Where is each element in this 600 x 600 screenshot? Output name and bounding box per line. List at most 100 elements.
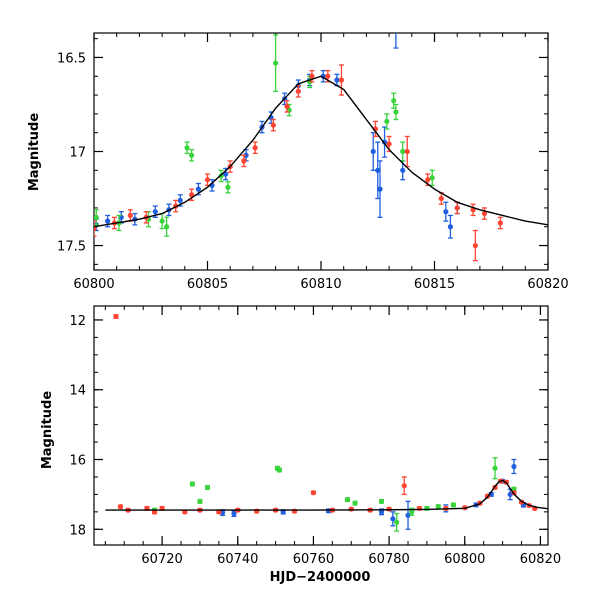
data-point [218,173,224,179]
bottom-y-axis-label: Magnitude [40,391,55,470]
data-point [310,490,317,496]
data-point [231,510,237,517]
x-tick-label: 60810 [300,277,341,292]
data-point [447,224,453,230]
series-1 [151,457,517,532]
data-point [309,73,315,79]
bottom-data-layer [105,313,548,532]
data-point [438,195,444,202]
data-point [393,17,398,22]
data-point [352,500,358,506]
data-point [400,148,406,155]
data-point [391,98,397,104]
top-plot-frame [93,32,549,271]
data-point [424,505,430,511]
data-point [295,88,301,94]
data-point [284,103,290,109]
x-tick-label: 60760 [293,552,334,567]
data-point [334,77,340,83]
data-point [401,483,407,489]
model-curve [94,75,548,228]
data-point [370,148,376,155]
data-point [425,177,431,183]
y-tick-label: 14 [69,384,86,399]
data-point [348,506,354,512]
data-point [113,313,119,320]
data-point [492,465,498,471]
data-point [225,184,231,190]
data-point [393,109,399,115]
bottom-panel-light-curve: Magnitude HJD−2400000 60720 60740 60760 607… [40,305,561,585]
top-panel-light-curve: Magnitude 60800 60805 60810 60815 60820 16.5 1… [27,17,569,292]
data-point [454,205,460,211]
y-tick-label: 17.5 [57,240,86,255]
data-point [344,497,351,503]
y-tick-label: 12 [69,314,86,329]
y-tick-label: 17 [69,146,86,161]
data-point [394,519,400,525]
top-data-layer [94,17,548,262]
data-point [291,508,298,514]
data-point [189,192,195,198]
top-y-axis-label: Magnitude [27,113,42,192]
x-tick-label: 60815 [414,277,455,292]
data-point [378,509,385,515]
data-point [377,186,383,192]
data-point [252,145,258,151]
series-1 [94,34,435,237]
y-tick-label: 16.5 [57,51,86,66]
data-point [184,145,190,151]
x-tick-label: 60820 [527,277,568,292]
data-point [152,209,158,215]
series-0 [94,17,460,239]
data-point [325,73,331,79]
x-tick-label: 60720 [141,552,182,567]
data-point [400,167,406,173]
data-point [127,212,133,219]
data-point [270,122,276,128]
data-point [254,508,260,514]
data-point [177,197,183,204]
data-point [189,152,195,158]
data-point [384,118,390,125]
data-point [429,175,435,181]
data-point [375,167,381,173]
x-tick-label: 60800 [444,552,485,567]
bottom-plot-frame [93,305,549,546]
series-0 [220,458,527,530]
data-point [405,512,411,518]
data-point [195,186,202,192]
data-point [409,509,415,515]
y-tick-label: 18 [69,523,86,538]
x-tick-label: 60820 [520,552,561,567]
data-point [159,218,165,224]
data-point [94,214,99,220]
data-point [338,77,345,83]
data-point [443,209,449,215]
data-point [105,218,111,224]
data-point [189,481,195,487]
data-point [386,141,392,147]
model-curve [105,479,548,511]
data-point [390,516,396,522]
data-point [511,463,517,470]
x-tick-label: 60780 [368,552,409,567]
data-point [204,484,211,491]
data-point [497,220,503,226]
data-point [276,467,282,473]
data-point [481,210,488,217]
data-point [273,60,279,66]
data-point [378,498,385,504]
data-point [450,502,457,508]
x-tick-label: 60805 [187,277,228,292]
data-point [164,224,170,230]
bottom-x-axis-label: HJD−2400000 [270,570,371,585]
series-2 [113,313,538,515]
data-point [117,504,124,510]
data-point [435,504,441,510]
data-point [472,242,478,249]
series-2 [94,64,503,262]
data-point [197,498,203,504]
x-tick-label: 60800 [73,277,114,292]
